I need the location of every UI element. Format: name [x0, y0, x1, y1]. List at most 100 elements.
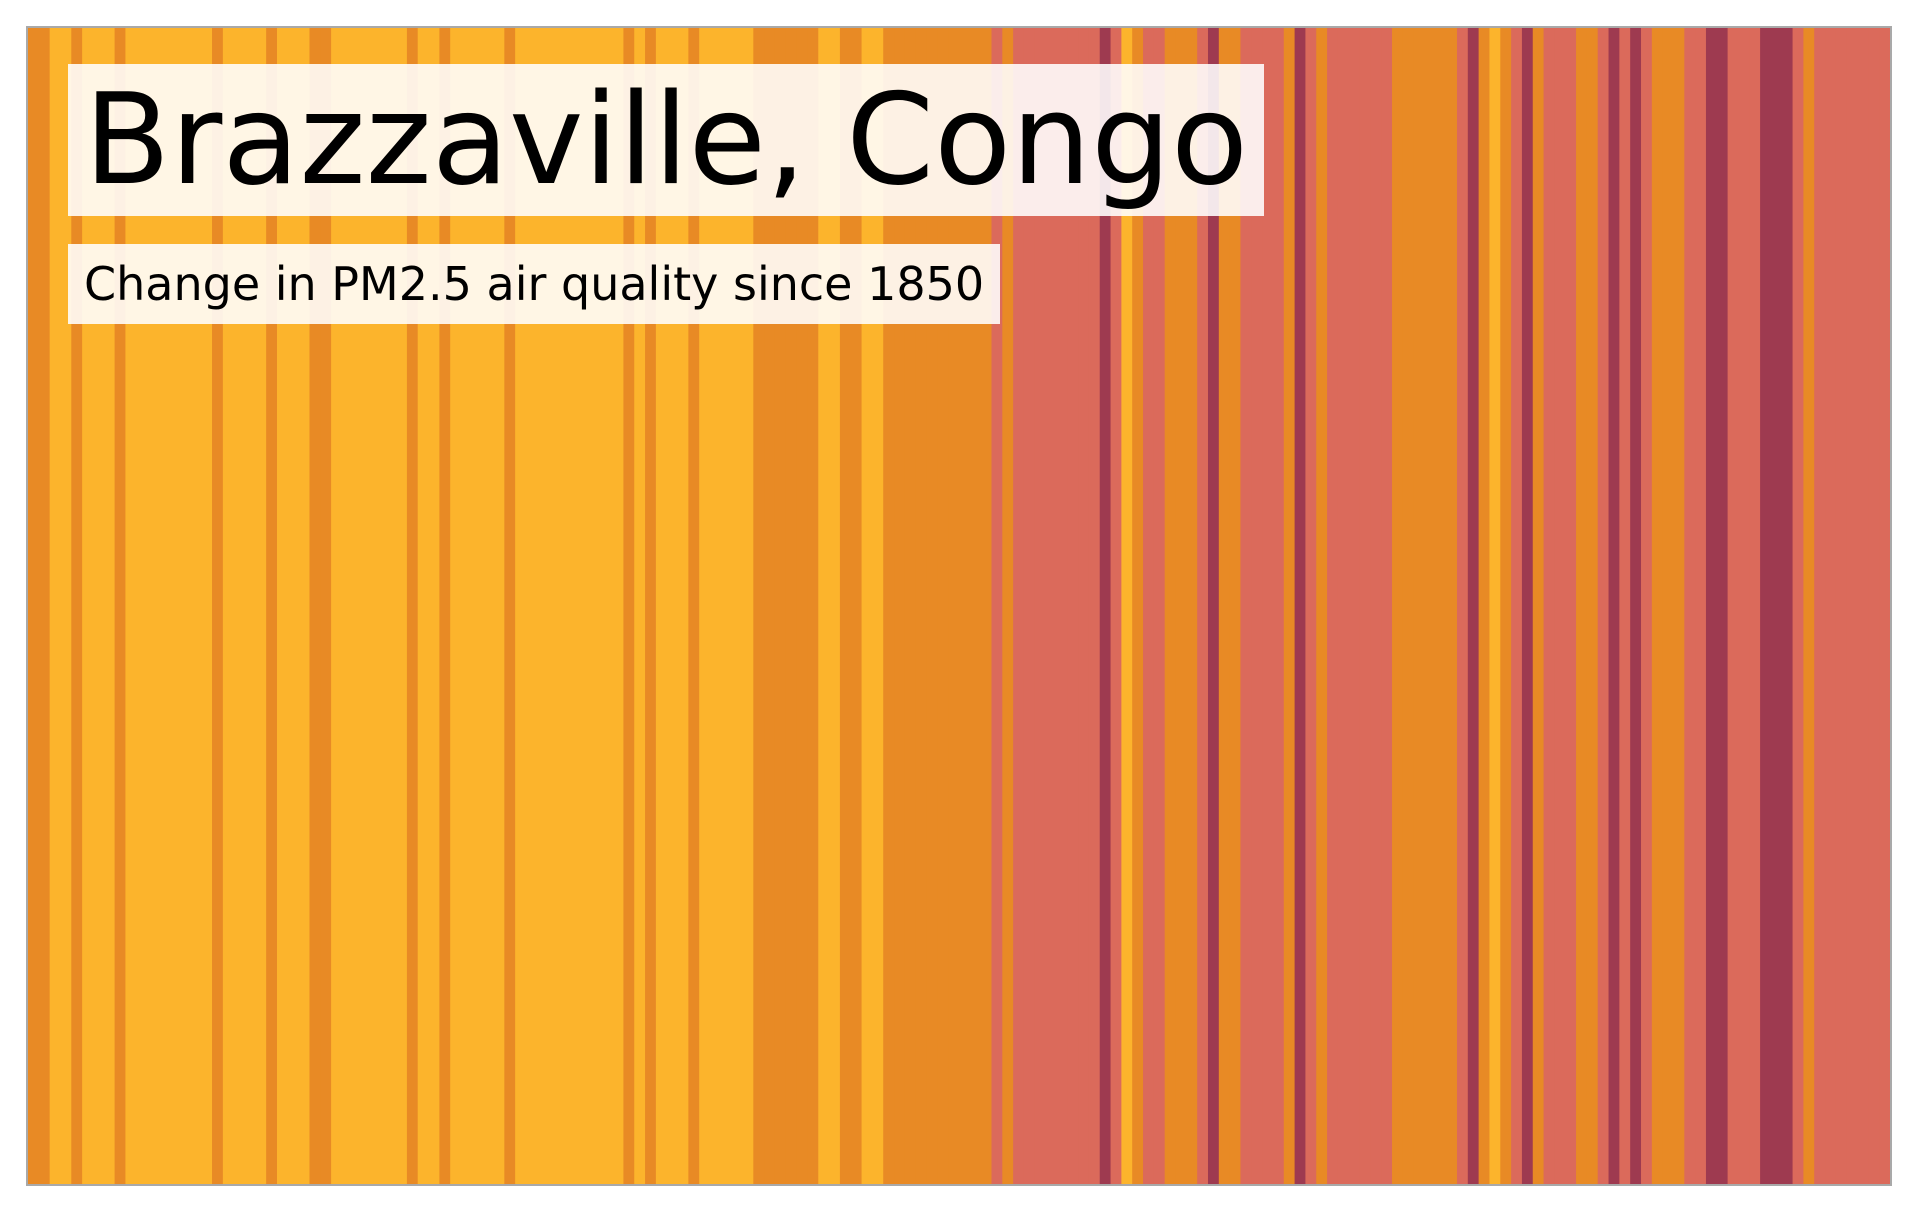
stripe-1869: [233, 28, 246, 1184]
stripes-plot: [28, 28, 1890, 1184]
stripe-1957: [1186, 28, 1198, 1184]
stripe-2003: [1684, 28, 1696, 1184]
stripe-1924: [829, 28, 841, 1184]
stripe-1880: [352, 28, 365, 1184]
stripe-1921: [796, 28, 809, 1184]
stripe-2016: [1825, 28, 1837, 1184]
stripe-1969: [1316, 28, 1328, 1184]
stripe-2011: [1770, 28, 1783, 1184]
stripe-2010: [1760, 28, 1772, 1184]
stripe-1985: [1489, 28, 1501, 1184]
stripe-2001: [1662, 28, 1675, 1184]
stripe-1928: [872, 28, 884, 1184]
stripe-1998: [1630, 28, 1642, 1184]
stripe-1881: [363, 28, 376, 1184]
stripe-1999: [1641, 28, 1653, 1184]
stripe-1917: [753, 28, 765, 1184]
stripe-1912: [699, 28, 711, 1184]
stripe-1908: [655, 28, 668, 1184]
warming-stripes-chart: Brazzaville, Congo Change in PM2.5 air q…: [26, 26, 1892, 1186]
stripe-1893: [493, 28, 505, 1184]
stripe-1858: [114, 28, 127, 1184]
stripe-1965: [1272, 28, 1285, 1184]
chart-title: Brazzaville, Congo: [68, 64, 1265, 216]
stripe-1936: [959, 28, 971, 1184]
stripe-1933: [926, 28, 938, 1184]
stripe-1879: [341, 28, 354, 1184]
stripe-1963: [1251, 28, 1263, 1184]
chart-subtitle: Change in PM2.5 air quality since 1850: [68, 244, 1001, 324]
stripe-1961: [1229, 28, 1242, 1184]
stripe-1860: [136, 28, 148, 1184]
stripe-1934: [937, 28, 949, 1184]
stripe-1946: [1067, 28, 1079, 1184]
stripe-1865: [190, 28, 202, 1184]
stripe-1862: [157, 28, 170, 1184]
stripe-1931: [904, 28, 917, 1184]
stripe-1983: [1467, 28, 1480, 1184]
stripe-1909: [666, 28, 679, 1184]
stripe-2012: [1781, 28, 1794, 1184]
stripe-1897: [536, 28, 549, 1184]
stripe-1962: [1240, 28, 1252, 1184]
stripe-1863: [168, 28, 181, 1184]
stripe-1954: [1153, 28, 1166, 1184]
stripe-1950: [1110, 28, 1122, 1184]
stripe-2017: [1835, 28, 1848, 1184]
stripe-1923: [818, 28, 830, 1184]
stripe-1980: [1435, 28, 1447, 1184]
stripe-1861: [147, 28, 159, 1184]
stripe-1995: [1597, 28, 1610, 1184]
stripe-1937: [969, 28, 982, 1184]
stripe-1939: [991, 28, 1003, 1184]
stripe-1975: [1381, 28, 1393, 1184]
stripe-1872: [266, 28, 278, 1184]
stripe-1850: [28, 28, 40, 1184]
stripe-1875: [298, 28, 311, 1184]
stripe-1877: [320, 28, 332, 1184]
stripe-1953: [1143, 28, 1155, 1184]
stripe-1944: [1045, 28, 1058, 1184]
stripe-2002: [1673, 28, 1685, 1184]
stripe-1919: [774, 28, 787, 1184]
stripe-1901: [580, 28, 592, 1184]
stripe-1955: [1164, 28, 1177, 1184]
stripe-1886: [417, 28, 430, 1184]
stripe-2005: [1705, 28, 1718, 1184]
stripe-1945: [1056, 28, 1068, 1184]
stripe-1935: [948, 28, 960, 1184]
stripe-1885: [406, 28, 419, 1184]
stripe-1922: [807, 28, 819, 1184]
stripe-1894: [504, 28, 516, 1184]
stripe-2008: [1738, 28, 1750, 1184]
stripe-1878: [331, 28, 343, 1184]
stripe-1873: [276, 28, 289, 1184]
stripe-1978: [1413, 28, 1426, 1184]
stripe-1899: [558, 28, 570, 1184]
stripe-2009: [1749, 28, 1761, 1184]
stripe-1904: [612, 28, 625, 1184]
stripe-1889: [450, 28, 462, 1184]
stripe-1968: [1305, 28, 1317, 1184]
stripe-1927: [861, 28, 873, 1184]
stripe-2021: [1879, 28, 1890, 1184]
stripe-1992: [1565, 28, 1577, 1184]
stripe-1973: [1359, 28, 1371, 1184]
stripe-2006: [1716, 28, 1729, 1184]
stripe-1851: [38, 28, 51, 1184]
stripe-1920: [785, 28, 798, 1184]
stripe-1895: [515, 28, 527, 1184]
stripe-1959: [1207, 28, 1220, 1184]
stripe-1981: [1446, 28, 1458, 1184]
stripe-1979: [1424, 28, 1436, 1184]
stripe-1966: [1283, 28, 1296, 1184]
stripe-1856: [92, 28, 105, 1184]
stripe-1896: [525, 28, 538, 1184]
stripe-1994: [1586, 28, 1599, 1184]
stripe-1943: [1034, 28, 1047, 1184]
stripe-1929: [883, 28, 895, 1184]
stripe-1910: [677, 28, 689, 1184]
stripe-1916: [742, 28, 754, 1184]
stripe-1876: [309, 28, 321, 1184]
stripe-1940: [1002, 28, 1014, 1184]
